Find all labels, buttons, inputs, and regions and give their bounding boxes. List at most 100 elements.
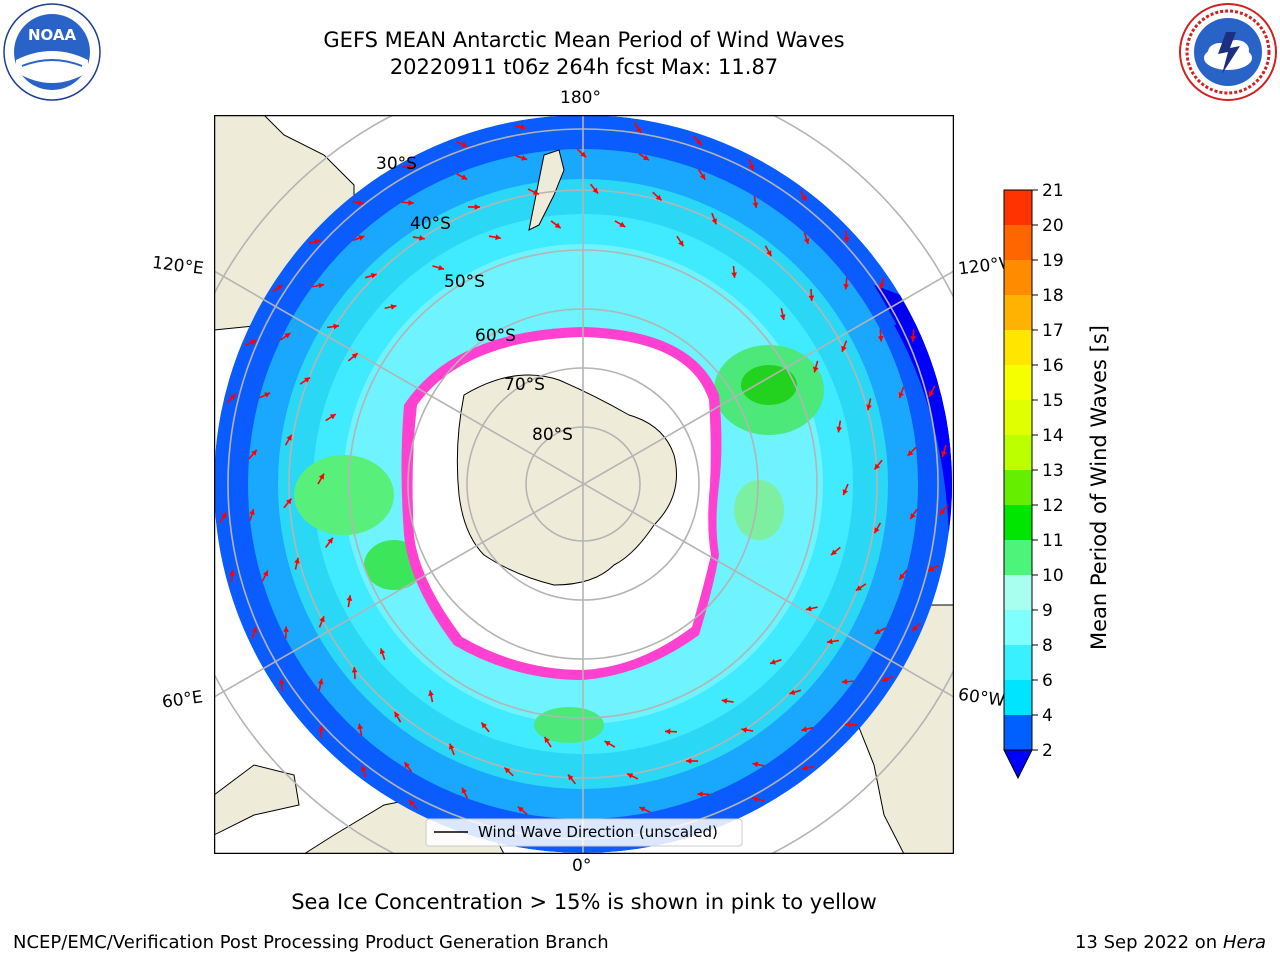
footer-date: 13 Sep 2022 on Hera (1075, 932, 1266, 953)
lat-label-70s: 70°S (504, 375, 545, 395)
colorbar-segment (1004, 715, 1032, 750)
wind-arrow-head (351, 667, 358, 673)
wind-arrow-head (544, 736, 550, 743)
wind-arrow-head (874, 527, 880, 534)
lat-label-60s: 60°S (475, 326, 516, 346)
wind-arrow-head (394, 711, 400, 718)
wind-arrow-head (461, 141, 468, 147)
wind-arrow-head (866, 404, 872, 411)
colorbar-segment (1004, 575, 1032, 610)
wind-arrow-head (843, 236, 850, 243)
wind-arrow-head (221, 512, 227, 519)
wind-arrow-head (285, 498, 292, 505)
wind-arrow-head (360, 765, 367, 772)
wind-arrow-head (939, 508, 946, 515)
wind-arrow-head (262, 570, 269, 577)
colorbar-tick-label: 16 (1042, 356, 1064, 376)
wind-arrow-head (802, 764, 808, 771)
colorbar-segment (1004, 330, 1032, 365)
wind-arrow-head (801, 726, 808, 733)
wind-arrow-head (805, 605, 812, 612)
wind-arrow-head (329, 414, 336, 420)
colorbar-tick-label: 11 (1042, 531, 1064, 551)
footer-org: NCEP/EMC/Verification Post Processing Pr… (13, 932, 609, 953)
wind-arrow-head (495, 234, 501, 241)
colorbar-segment (1004, 645, 1032, 680)
noaa-logo-text: NOAA (28, 26, 77, 44)
wind-arrow-head (358, 235, 365, 241)
colorbar: 2 4 6 8 9 10 11 12 13 14 15 16 17 18 19 20 21 Mean Perio… (1003, 181, 1111, 780)
wind-arrow-head (278, 678, 285, 685)
wind-arrow-head (769, 659, 776, 665)
wind-arrow-head (874, 463, 881, 470)
wind-arrow-head (438, 264, 445, 271)
nws-logo (1179, 3, 1277, 101)
wind-arrow-head (748, 164, 755, 171)
wind-arrow-head (789, 689, 796, 696)
wind-arrow-head (358, 199, 364, 206)
colorbar-segment (1004, 400, 1032, 435)
wind-arrow-head (808, 295, 815, 301)
wind-arrow-head (928, 565, 935, 571)
wind-arrow-head (474, 204, 480, 210)
wind-arrow-head (643, 154, 650, 161)
wind-arrow-head (357, 723, 364, 730)
colorbar-tick-label: 2 (1042, 741, 1053, 761)
wind-arrow-head (229, 393, 236, 400)
wind-arrow-head (276, 284, 283, 291)
polar-map: 30°S 40°S 50°S 60°S 70°S 80°S Wind Wave … (214, 115, 954, 854)
wind-arrow-head (635, 126, 641, 133)
wind-arrow-head (314, 238, 321, 245)
wind-arrow-head (752, 761, 759, 768)
wind-arrow-head (461, 174, 468, 180)
lon-label-60e: 60°E (160, 687, 205, 713)
wind-arrow-head (678, 240, 684, 247)
wind-arrow-head (604, 741, 611, 747)
colorbar-tick-label: 8 (1042, 636, 1053, 656)
colorbar-tick-label: 15 (1042, 391, 1064, 411)
wind-arrow-head (841, 678, 848, 685)
wind-arrow-head (877, 336, 884, 342)
wind-arrow-head (568, 774, 574, 781)
wind-arrow-head (664, 728, 671, 735)
wind-arrow-head (711, 218, 718, 225)
colorbar-tick-label: 20 (1042, 216, 1064, 236)
wind-arrow-head (842, 489, 849, 496)
lon-label-180: 180° (560, 88, 601, 108)
wind-arrow-head (286, 434, 292, 441)
wind-arrow-head (304, 377, 311, 383)
colorbar-tick-label: 19 (1042, 251, 1064, 271)
wind-arrow-head (379, 648, 386, 655)
lat-label-80s: 80°S (532, 425, 573, 445)
wind-arrow-head (532, 189, 539, 195)
colorbar-segment (1004, 680, 1032, 715)
wind-arrow-head (419, 235, 425, 241)
wind-arrow-head (928, 390, 935, 397)
wind-arrow-head (390, 304, 397, 310)
wind-arrow-head (841, 345, 847, 352)
wind-arrows (219, 122, 948, 815)
wind-arrow-head (461, 787, 467, 794)
wind-arrow-head (327, 537, 333, 544)
wind-arrow-head (845, 721, 851, 728)
wind-arrow-head (346, 595, 353, 601)
wind-arrow-head (619, 221, 626, 227)
lon-label-0: 0° (572, 856, 592, 876)
wind-arrow-head (318, 725, 324, 732)
wind-arrow-head (699, 173, 706, 180)
wind-arrow-head (912, 625, 918, 632)
map-legend: Wind Wave Direction (unscaled) (425, 818, 743, 847)
wind-arrow-head (428, 690, 434, 697)
colorbar-tick-label: 18 (1042, 286, 1064, 306)
colorbar-segment (1004, 365, 1032, 400)
wind-arrow-head (686, 758, 692, 764)
colorbar-segment (1004, 610, 1032, 645)
wind-arrow-head (752, 202, 759, 209)
wind-arrow-head (284, 333, 291, 339)
map-title: GEFS MEAN Antarctic Mean Period of Wind … (323, 28, 845, 52)
colorbar-tick-label: 17 (1042, 321, 1064, 341)
wind-arrow-head (448, 743, 455, 750)
wind-arrow-head (779, 314, 786, 321)
wind-arrow-head (831, 549, 837, 556)
wind-arrow-head (697, 791, 703, 798)
